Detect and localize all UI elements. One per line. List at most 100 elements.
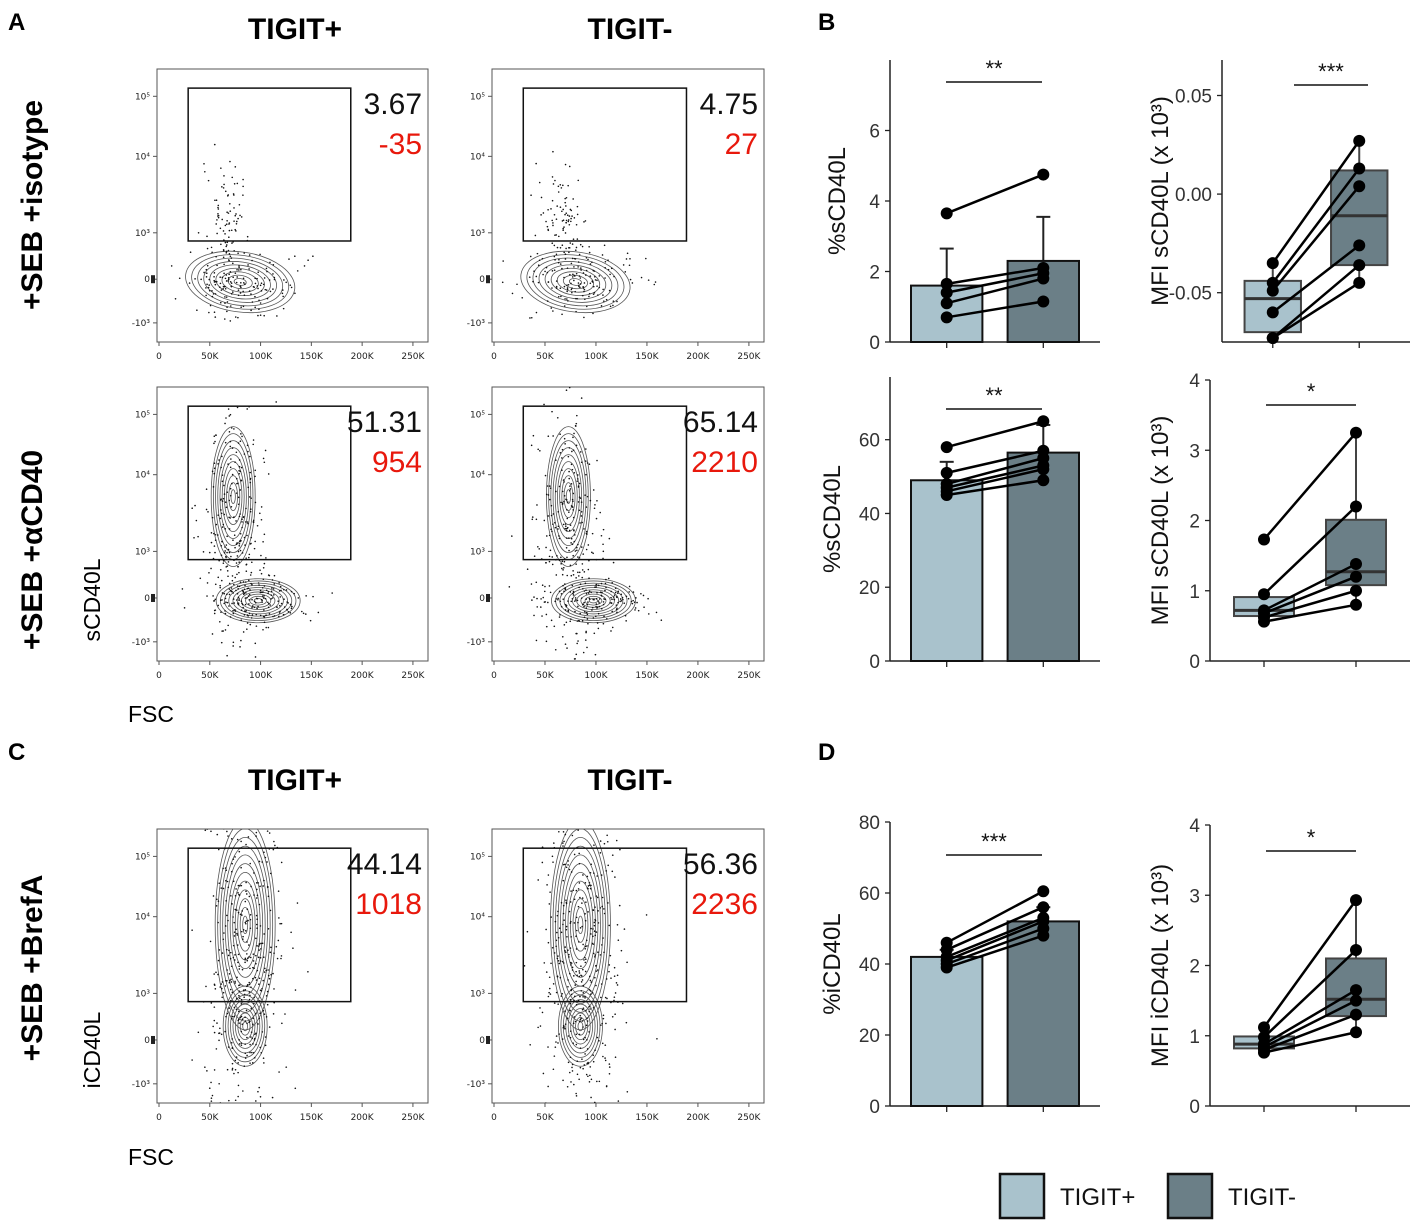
event-dot (287, 611, 290, 613)
event-dot (214, 440, 216, 443)
event-dot (215, 1048, 218, 1050)
event-dot (571, 598, 574, 600)
event-dot (263, 585, 266, 587)
event-dot (237, 217, 239, 220)
paired-line (946, 916, 1044, 959)
event-dot (241, 589, 244, 592)
event-dot (539, 1025, 542, 1027)
event-dot (576, 478, 579, 480)
event-dot (297, 597, 300, 599)
contour-line (242, 1021, 249, 1032)
event-dot (234, 228, 237, 231)
event-dot (210, 1097, 213, 1099)
event-dot (206, 283, 208, 286)
event-dot (579, 277, 582, 279)
event-dot (582, 651, 585, 654)
event-dot (231, 473, 234, 476)
event-dot (559, 263, 562, 265)
event-dot (557, 185, 560, 188)
event-dot (255, 979, 258, 981)
event-dot (249, 455, 251, 458)
event-dot (562, 923, 564, 926)
event-dot (555, 931, 558, 934)
event-dot (236, 934, 239, 936)
event-dot (262, 1009, 265, 1012)
y-tick-label: 10⁴ (135, 471, 150, 481)
event-dot (241, 910, 243, 912)
event-dot (240, 1015, 243, 1018)
event-dot (244, 921, 247, 924)
contour-line (215, 578, 301, 624)
event-dot (283, 588, 285, 591)
gate-percent: 65.14 (683, 406, 758, 439)
event-dot (559, 247, 562, 249)
event-dot (279, 922, 281, 925)
event-dot (272, 273, 274, 275)
event-dot (222, 867, 224, 870)
event-dot (214, 533, 217, 536)
event-dot (508, 586, 511, 588)
event-dot (239, 285, 242, 287)
event-dot (234, 272, 237, 275)
event-dot (238, 571, 240, 574)
event-dot (552, 861, 554, 863)
event-dot (224, 597, 227, 600)
event-dot (577, 179, 580, 182)
event-dot (259, 302, 262, 304)
event-dot (240, 216, 243, 218)
data-point (1037, 885, 1050, 898)
event-dot (614, 587, 617, 590)
event-dot (590, 1132, 592, 1134)
gate-box (522, 87, 688, 242)
event-dot (560, 593, 563, 595)
event-dot (259, 1046, 262, 1049)
event-dot (267, 601, 269, 604)
event-dot (535, 162, 537, 165)
event-dot (232, 800, 234, 802)
event-dot (577, 790, 579, 792)
event-dot (225, 223, 228, 226)
event-dot (545, 640, 548, 643)
event-dot (600, 582, 603, 585)
y-tick-label: 0 (869, 652, 880, 673)
event-dot (238, 515, 241, 518)
event-dot (234, 856, 236, 858)
event-dot (608, 970, 610, 973)
event-dot (615, 608, 618, 611)
event-dot (260, 290, 263, 292)
event-dot (238, 599, 240, 602)
data-point (1258, 1046, 1270, 1059)
event-dot (579, 243, 582, 246)
event-dot (276, 1153, 278, 1155)
event-dot (556, 957, 559, 960)
event-dot (535, 275, 538, 278)
event-dot (213, 599, 216, 602)
event-dot (204, 829, 207, 832)
event-dot (569, 961, 572, 964)
event-dot (563, 1189, 565, 1191)
event-dot (621, 1002, 624, 1005)
event-dot (537, 281, 540, 284)
event-dot (605, 1085, 608, 1087)
event-dot (242, 185, 244, 188)
event-dot (211, 290, 213, 292)
event-dot (220, 611, 222, 613)
event-dot (250, 814, 252, 816)
event-dot (244, 521, 247, 523)
event-dot (191, 1059, 193, 1061)
contour-line (577, 1021, 584, 1032)
event-dot (237, 1010, 240, 1013)
event-dot (281, 289, 284, 291)
flow-xlabel-fsc: FSC (128, 701, 174, 727)
event-dot (578, 482, 581, 485)
contour-line (567, 880, 594, 970)
event-dot (263, 461, 266, 464)
event-dot (219, 586, 222, 589)
event-dot (547, 281, 550, 283)
event-dot (574, 275, 576, 277)
event-dot (550, 504, 553, 507)
event-dot (231, 242, 233, 244)
event-dot (261, 1031, 264, 1033)
contour-plot (523, 790, 658, 1191)
